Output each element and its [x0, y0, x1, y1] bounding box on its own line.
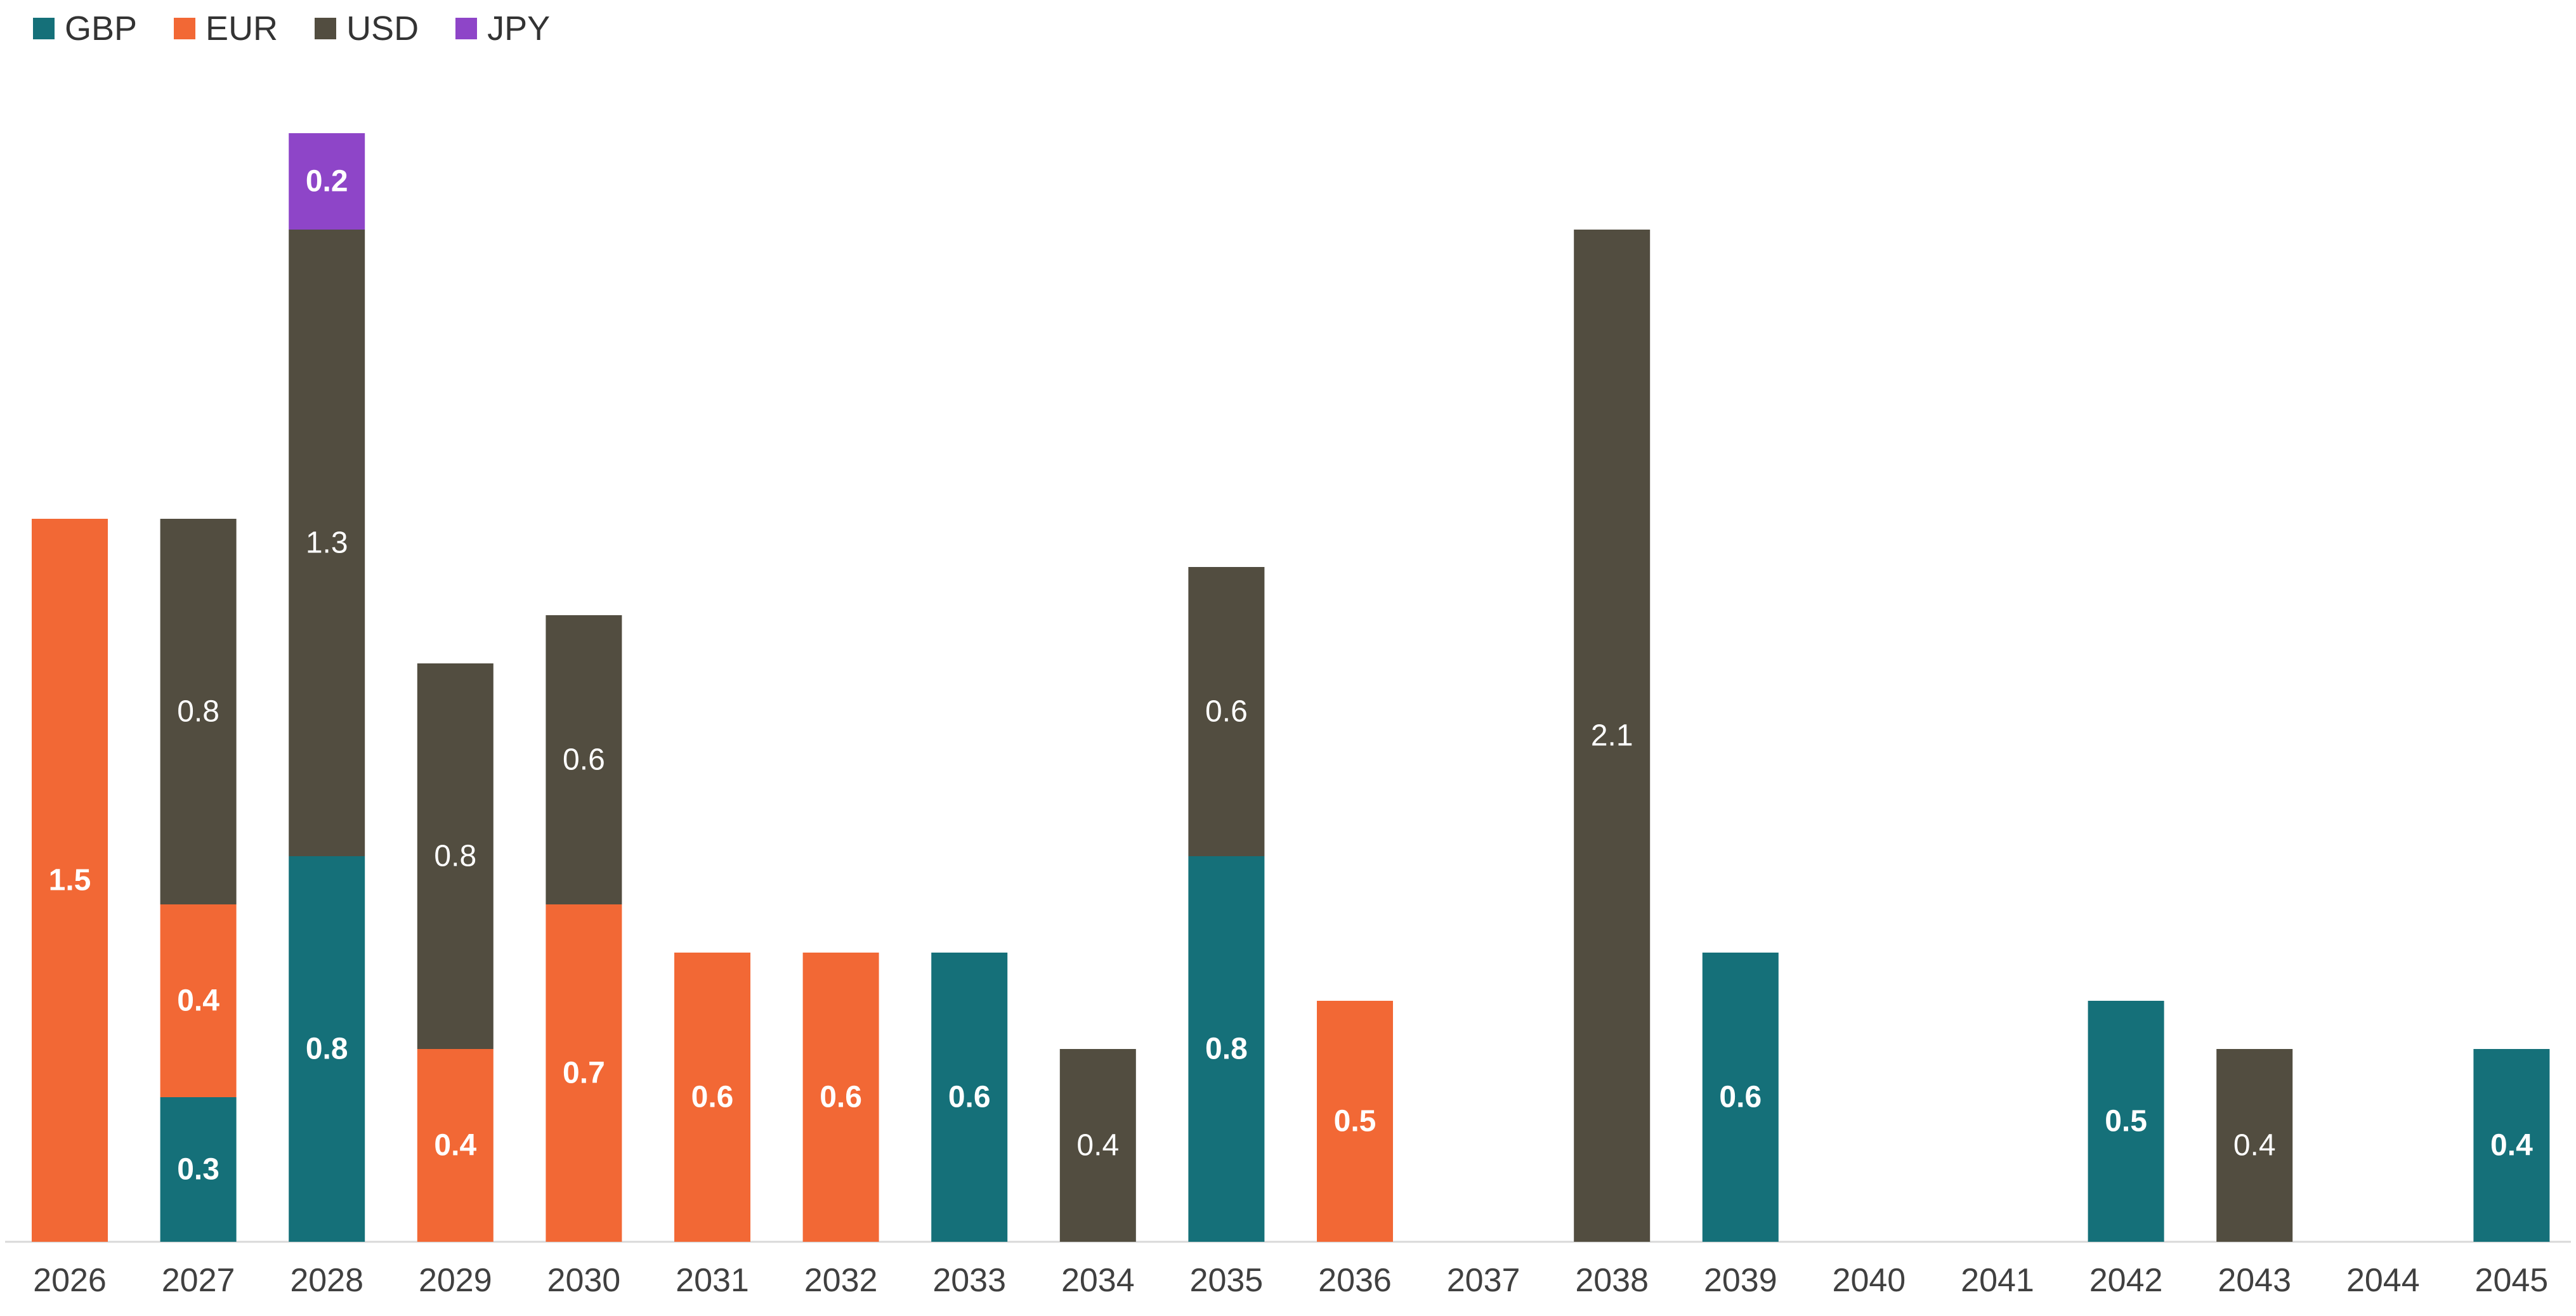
data-label-eur-2026: 1.5: [49, 864, 91, 897]
x-tick-label-2036: 2036: [1318, 1262, 1392, 1299]
x-tick-label-2027: 2027: [162, 1262, 235, 1299]
x-tick-label-2030: 2030: [547, 1262, 621, 1299]
data-label-gbp-2039: 0.6: [1719, 1081, 1762, 1114]
bar-usd-2027: [160, 519, 237, 904]
bar-gbp-2028: [289, 856, 365, 1242]
x-tick-label-2040: 2040: [1833, 1262, 1906, 1299]
data-label-eur-2030: 0.7: [563, 1057, 605, 1090]
bar-gbp-2039: [1702, 953, 1779, 1242]
legend-item-usd: USD: [315, 11, 419, 46]
x-tick-label-2032: 2032: [804, 1262, 878, 1299]
data-label-eur-2029: 0.4: [434, 1129, 476, 1163]
bar-usd-2038: [1574, 230, 1651, 1242]
data-label-eur-2031: 0.6: [691, 1081, 734, 1114]
bar-usd-2035: [1188, 567, 1265, 856]
legend-label-eur: EUR: [206, 10, 278, 48]
x-tick-label-2039: 2039: [1704, 1262, 1777, 1299]
data-label-eur-2027: 0.4: [177, 984, 219, 1018]
data-label-eur-2036: 0.5: [1334, 1105, 1376, 1138]
data-label-gbp-2027: 0.3: [177, 1153, 219, 1187]
bar-jpy-2028: [289, 133, 365, 230]
bar-gbp-2045: [2473, 1049, 2550, 1242]
legend-swatch-eur: [174, 18, 196, 39]
data-label-usd-2029: 0.8: [434, 840, 476, 873]
x-tick-label-2034: 2034: [1061, 1262, 1135, 1299]
x-tick-label-2033: 2033: [932, 1262, 1006, 1299]
x-tick-label-2042: 2042: [2089, 1262, 2163, 1299]
data-label-usd-2027: 0.8: [177, 695, 219, 729]
chart-legend: GBP EUR USD JPY: [33, 11, 587, 46]
x-tick-label-2038: 2038: [1575, 1262, 1649, 1299]
legend-item-eur: EUR: [174, 11, 278, 46]
legend-item-jpy: JPY: [455, 11, 550, 46]
legend-swatch-usd: [315, 18, 337, 39]
data-label-gbp-2033: 0.6: [948, 1081, 991, 1114]
data-label-gbp-2028: 0.8: [306, 1033, 348, 1066]
bar-usd-2028: [289, 230, 365, 856]
x-tick-label-2037: 2037: [1447, 1262, 1520, 1299]
legend-swatch-gbp: [33, 18, 55, 39]
x-tick-label-2045: 2045: [2475, 1262, 2549, 1299]
data-label-gbp-2042: 0.5: [2105, 1105, 2147, 1138]
bar-eur-2026: [32, 519, 108, 1242]
legend-label-usd: USD: [346, 10, 419, 48]
legend-item-gbp: GBP: [33, 11, 137, 46]
data-label-usd-2034: 0.4: [1076, 1129, 1119, 1163]
data-label-eur-2032: 0.6: [820, 1081, 862, 1114]
bar-usd-2043: [2216, 1049, 2293, 1242]
data-label-usd-2043: 0.4: [2233, 1129, 2276, 1163]
legend-swatch-jpy: [455, 18, 478, 39]
bar-gbp-2035: [1188, 856, 1265, 1242]
data-label-usd-2028: 1.3: [306, 526, 348, 560]
bar-eur-2036: [1317, 1001, 1393, 1242]
data-label-gbp-2035: 0.8: [1205, 1033, 1248, 1066]
bar-usd-2030: [546, 615, 622, 904]
x-tick-label-2041: 2041: [1961, 1262, 2034, 1299]
x-tick-label-2031: 2031: [676, 1262, 749, 1299]
data-label-gbp-2045: 0.4: [2490, 1129, 2533, 1163]
x-tick-label-2035: 2035: [1190, 1262, 1264, 1299]
x-tick-label-2026: 2026: [33, 1262, 107, 1299]
bar-eur-2030: [546, 904, 622, 1242]
data-label-usd-2030: 0.6: [563, 743, 605, 777]
bar-eur-2027: [160, 904, 237, 1097]
bar-gbp-2033: [931, 953, 1008, 1242]
data-label-usd-2038: 2.1: [1591, 719, 1633, 753]
bar-usd-2034: [1059, 1049, 1136, 1242]
bar-gbp-2042: [2088, 1001, 2164, 1242]
legend-label-jpy: JPY: [487, 10, 551, 48]
bar-gbp-2027: [160, 1097, 237, 1242]
bar-eur-2029: [417, 1049, 494, 1242]
bar-eur-2032: [802, 953, 879, 1242]
x-tick-label-2043: 2043: [2218, 1262, 2291, 1299]
bar-eur-2031: [674, 953, 750, 1242]
data-label-usd-2035: 0.6: [1205, 695, 1248, 729]
bar-usd-2029: [417, 663, 494, 1049]
x-tick-label-2028: 2028: [290, 1262, 363, 1299]
data-label-jpy-2028: 0.2: [306, 165, 348, 199]
legend-label-gbp: GBP: [65, 10, 138, 48]
x-tick-label-2044: 2044: [2346, 1262, 2420, 1299]
x-tick-label-2029: 2029: [419, 1262, 492, 1299]
